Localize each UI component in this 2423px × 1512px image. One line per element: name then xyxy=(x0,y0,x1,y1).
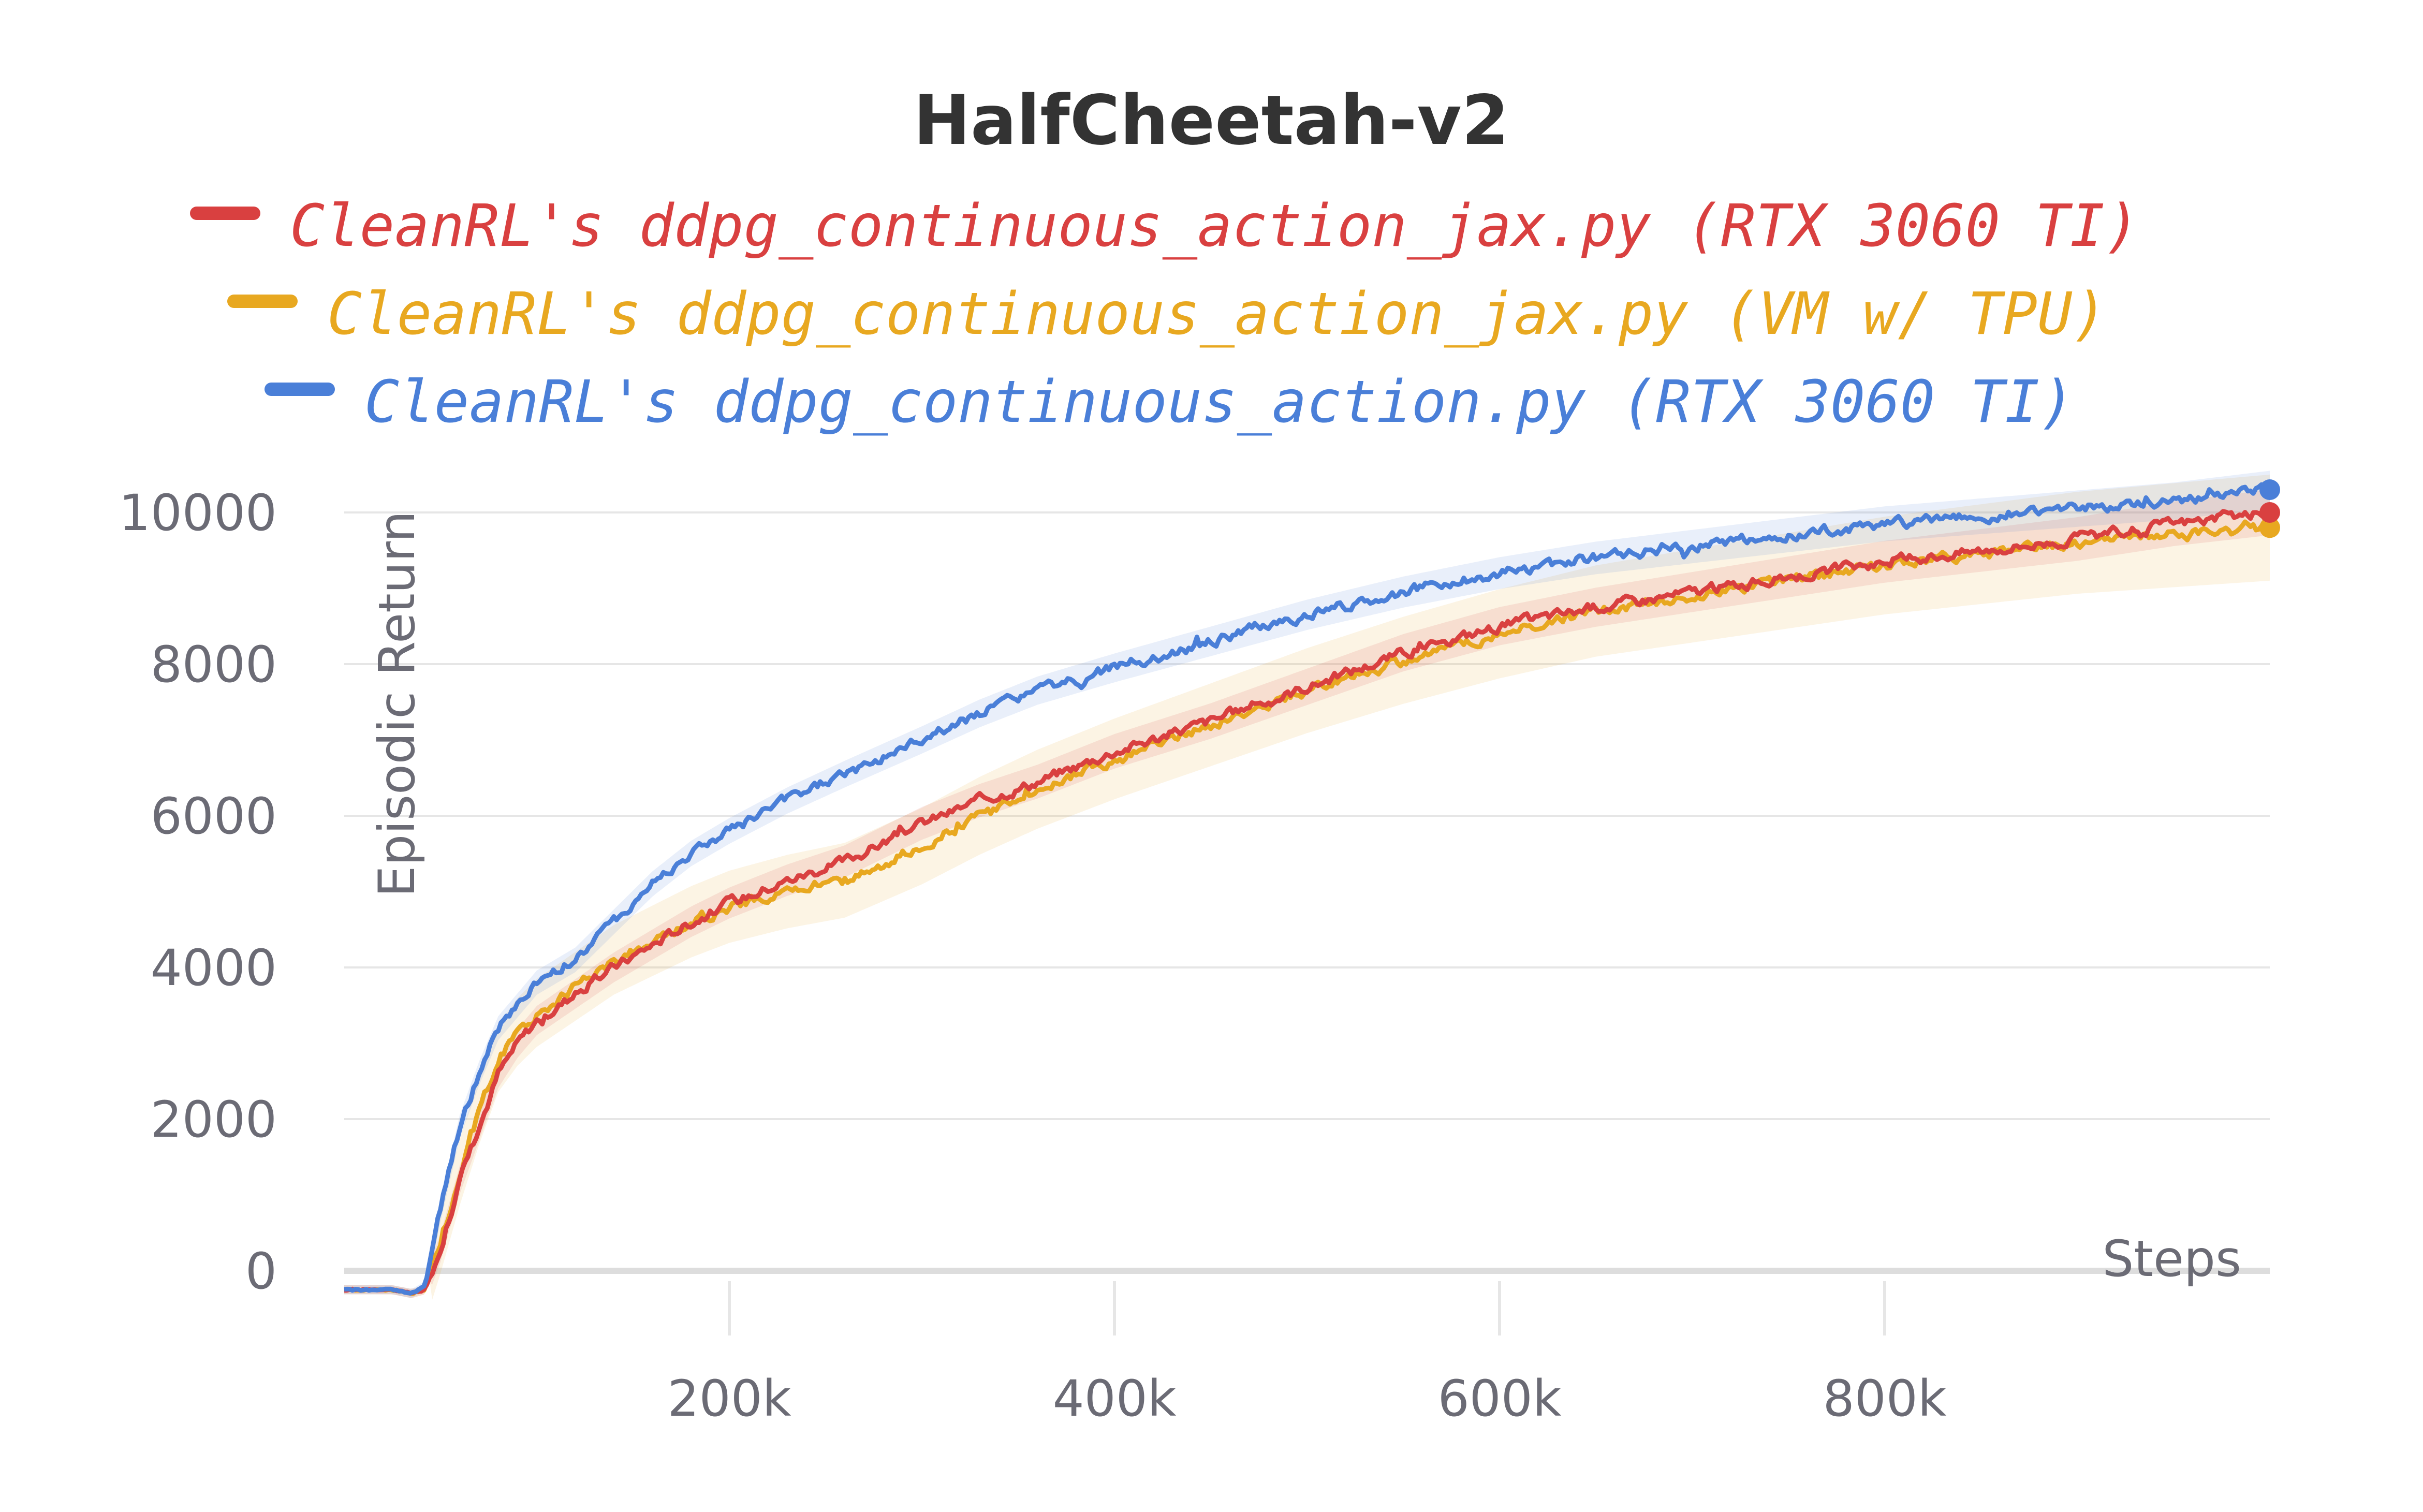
legend-label-2: CleanRL's ddpg_continuous_action.py (RTX… xyxy=(364,369,2075,436)
legend-label-1: CleanRL's ddpg_continuous_action_jax.py … xyxy=(327,281,2107,348)
end-marker-series-2 xyxy=(2259,479,2280,501)
end-marker-series-0 xyxy=(2259,502,2280,523)
chart-title: HalfCheetah-v2 xyxy=(914,81,1509,160)
series-end-markers xyxy=(2259,479,2280,538)
y-tick-label-2000: 2000 xyxy=(151,1091,277,1149)
band-series-0 xyxy=(344,490,2270,1298)
grid xyxy=(344,511,2270,1274)
x-axis-ticks xyxy=(728,1281,1886,1335)
y-axis-tick-labels: 0 2000 4000 6000 8000 10000 xyxy=(119,484,277,1300)
legend-entry-2[interactable]: CleanRL's ddpg_continuous_action.py (RTX… xyxy=(265,369,2075,436)
legend-label-0: CleanRL's ddpg_continuous_action_jax.py … xyxy=(290,193,2140,260)
x-tick-label-600000: 600k xyxy=(1438,1370,1562,1428)
line-series-2 xyxy=(344,482,2272,1296)
x-axis-label: Steps xyxy=(2102,1230,2241,1288)
series-lines xyxy=(344,482,2272,1296)
y-tick-label-10000: 10000 xyxy=(119,484,277,542)
legend-entry-1[interactable]: CleanRL's ddpg_continuous_action_jax.py … xyxy=(227,281,2107,348)
y-tick-label-8000: 8000 xyxy=(151,636,277,694)
confidence-bands xyxy=(344,471,2270,1300)
x-axis-tick-labels: 200k 400k 600k 800k xyxy=(668,1370,1947,1428)
y-axis-label: Episodic Return xyxy=(368,511,426,897)
y-tick-label-4000: 4000 xyxy=(151,939,277,997)
x-tick-label-800000: 800k xyxy=(1823,1370,1947,1428)
legend: CleanRL's ddpg_continuous_action_jax.py … xyxy=(190,193,2140,436)
band-series-1 xyxy=(344,474,2270,1300)
x-tick-label-200000: 200k xyxy=(668,1370,791,1428)
legend-entry-0[interactable]: CleanRL's ddpg_continuous_action_jax.py … xyxy=(190,193,2140,260)
end-marker-series-1 xyxy=(2259,517,2280,538)
y-tick-label-0: 0 xyxy=(245,1242,277,1300)
x-tick-label-400000: 400k xyxy=(1053,1370,1177,1428)
line-series-0 xyxy=(344,506,2272,1296)
y-tick-label-6000: 6000 xyxy=(151,787,277,845)
